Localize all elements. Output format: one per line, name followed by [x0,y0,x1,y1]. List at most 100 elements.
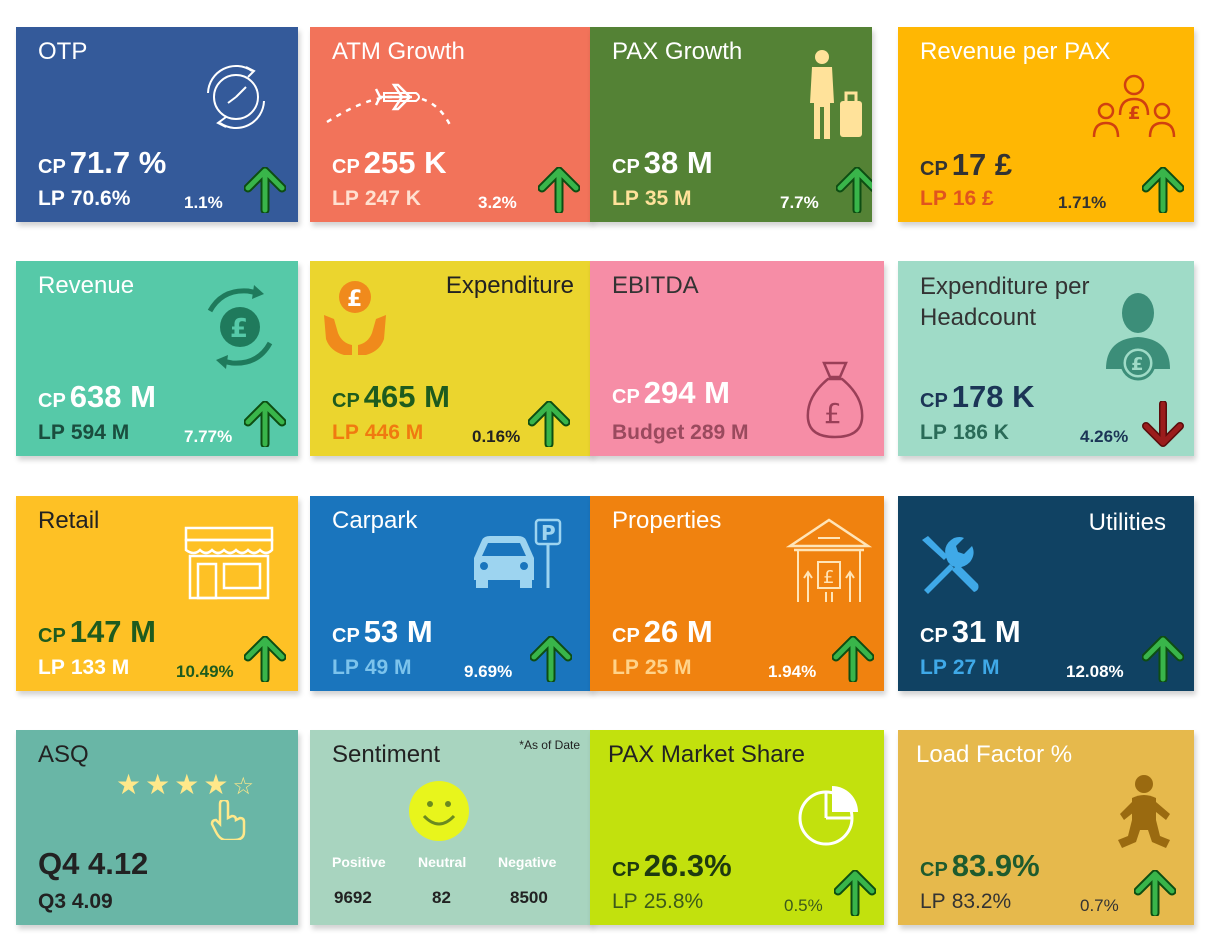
q4-score: Q4 4.12 [38,846,149,881]
arrow-up-icon [832,636,874,682]
svg-text:£: £ [230,314,248,344]
expenditure-tile[interactable]: Expenditure £ CP 465 M LP 446 M 0.16% [310,261,592,456]
svg-text:£: £ [1131,354,1144,375]
retail-tile[interactable]: Retail CP 147 M LP 133 M 10.49% [16,496,298,691]
negative-label: Negative [498,854,557,870]
change-percent: 1.71% [1058,193,1107,212]
pax-growth-tile[interactable]: PAX Growth CP 38 M LP 35 M 7.7% [590,27,872,222]
change-percent: 1.94% [768,662,817,681]
svg-text:£: £ [824,397,842,430]
lp-value: LP 83.2% [920,890,1012,913]
arrow-up-icon [1142,167,1184,213]
storefront-icon [184,526,274,600]
lp-value: LP 446 M [332,421,424,444]
arrow-up-icon [836,167,872,213]
arrow-down-icon [1142,401,1184,447]
hands-coin-icon: £ [324,281,386,355]
arrow-up-icon [244,401,286,447]
arrow-up-icon [530,636,572,682]
change-percent: 0.16% [472,427,521,446]
tile-title: Sentiment [332,741,441,768]
tile-title: Utilities [1088,509,1166,536]
car-parking-icon: P [474,518,562,588]
tools-icon [922,536,979,594]
seated-person-icon [1118,775,1170,848]
title-line-2: Headcount [920,304,1037,331]
pax-market-share-tile[interactable]: PAX Market Share CP 26.3% LP 25.8% 0.5% [590,730,884,925]
tile-title: ASQ [38,741,89,768]
lp-value: LP 27 M [920,656,1000,679]
svg-text:£: £ [823,567,834,588]
cp-value: CP 294 M [612,375,730,410]
budget-value: Budget 289 M [612,421,749,444]
smiley-icon [409,781,469,841]
lp-value: LP 35 M [612,187,692,210]
people-pound-icon: £ [1092,74,1176,138]
tile-title: Retail [38,507,100,534]
change-percent: 7.7% [780,193,819,212]
revenue-per-pax-tile[interactable]: Revenue per PAX £ CP 17 £ LP 16 £ 1.71% [898,27,1194,222]
tile-title: Revenue per PAX [920,38,1111,65]
tile-title: PAX Market Share [608,741,805,768]
title-line-1: Expenditure per [920,273,1090,300]
money-bag-icon: £ [806,361,864,439]
asq-tile[interactable]: ASQ ★★★★☆ Q4 4.12 Q3 4.09 [16,730,298,925]
tile-title: OTP [38,38,88,65]
cp-value: CP 71.7 % [38,145,167,180]
atm-growth-tile[interactable]: ATM Growth CP 255 K LP 247 K 3.2% [310,27,592,222]
cp-value: CP 38 M [612,145,713,180]
positive-label: Positive [332,854,386,870]
change-percent: 10.49% [176,662,234,681]
change-percent: 1.1% [184,193,223,212]
change-percent: 7.77% [184,427,233,446]
cp-value: CP 17 £ [920,147,1013,182]
expenditure-per-headcount-tile[interactable]: Expenditure per Headcount £ CP 178 K LP 18… [898,261,1194,456]
cp-value: CP 31 M [920,614,1021,649]
revenue-tile[interactable]: Revenue £ CP 638 M LP 594 M 7.77% [16,261,298,456]
load-factor-tile[interactable]: Load Factor % CP 83.9% LP 83.2% 0.7% [898,730,1194,925]
cp-value: CP 178 K [920,379,1035,414]
q3-score: Q3 4.09 [38,890,113,913]
positive-count: 9692 [334,888,372,907]
neutral-label: Neutral [418,854,467,870]
otp-tile[interactable]: OTP CP 71.7 % LP 70.6% 1.1% [16,27,298,222]
lp-value: LP 594 M [38,421,130,444]
star-filled-icon: ★ [203,769,233,800]
building-pound-icon: £ [786,518,872,602]
pie-chart-icon [798,786,858,846]
change-percent: 0.7% [1080,896,1119,915]
tile-title: Expenditure per Headcount [920,271,1089,333]
tile-title: Carpark [332,507,418,534]
carpark-tile[interactable]: Carpark P CP 53 M LP 49 M 9.69% [310,496,592,691]
airplane-icon [326,83,452,126]
arrow-up-icon [1134,870,1176,916]
cp-value: CP 83.9% [920,848,1040,883]
cp-value: CP 465 M [332,379,450,414]
star-empty-icon: ☆ [232,773,258,800]
change-percent: 4.26% [1080,427,1129,446]
negative-count: 8500 [510,888,548,907]
lp-value: LP 16 £ [920,187,994,210]
pointing-hand-icon [210,800,246,840]
arrow-up-icon [528,401,570,447]
change-percent: 0.5% [784,896,823,915]
tile-title: Expenditure [445,272,574,299]
change-percent: 3.2% [478,193,517,212]
utilities-tile[interactable]: Utilities CP 31 M LP 27 M 12.08% [898,496,1194,691]
tile-title: Properties [612,507,722,534]
lp-value: LP 49 M [332,656,412,679]
tile-title: EBITDA [612,272,699,299]
properties-tile[interactable]: Properties £ CP 26 M LP 25 M 1.94% [590,496,884,691]
clock-icon [207,64,265,130]
lp-value: LP 25 M [612,656,692,679]
cp-value: CP 26.3% [612,848,732,883]
arrow-up-icon [834,870,876,916]
pound-cycle-icon: £ [207,285,273,369]
arrow-up-icon [244,167,286,213]
svg-text:£: £ [1128,103,1141,124]
svg-text:P: P [541,521,556,545]
ebitda-tile[interactable]: EBITDA £ CP 294 M Budget 289 M [590,261,884,456]
change-percent: 12.08% [1066,662,1124,681]
arrow-up-icon [538,167,580,213]
sentiment-tile[interactable]: Sentiment *As of Date Positive Neutral N… [310,730,592,925]
